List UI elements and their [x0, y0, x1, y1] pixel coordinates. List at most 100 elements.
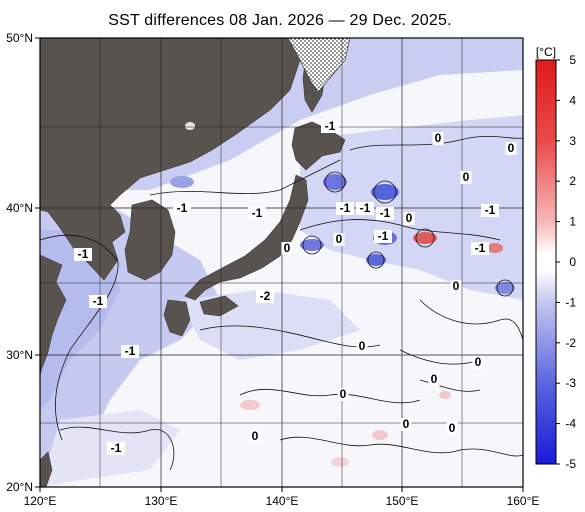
colorbar-tick-label: -5 [565, 457, 576, 471]
contour-label: 0 [435, 131, 442, 145]
contour-label-bg [471, 242, 489, 255]
colorbar-unit: [°C] [536, 45, 556, 59]
contour-label-bg [249, 430, 261, 443]
land-kamchatka-hatch [287, 38, 351, 93]
contour-label: -1 [78, 247, 89, 261]
cool-core [495, 282, 515, 294]
lon-label-140: 140°E [266, 494, 299, 508]
warm-patch [439, 391, 451, 399]
contour-label: 0 [252, 429, 259, 443]
sea-ice-patch [185, 122, 195, 130]
lat-label-40: 40°N [6, 201, 33, 215]
colorbar-tick-label: 5 [569, 53, 576, 67]
contour-label-bg [321, 120, 339, 133]
contour-label-bg [450, 280, 462, 293]
contour-label-bg [107, 442, 125, 455]
contour-label: -1 [360, 201, 371, 215]
colorbar-tick-label: -3 [565, 376, 576, 390]
contour-label-bg [121, 345, 139, 358]
contour-label: 0 [359, 339, 366, 353]
contour-label: -1 [252, 206, 263, 220]
contour-label-bg [432, 132, 444, 145]
land-korea [124, 199, 176, 281]
contour-label-bg [248, 207, 266, 220]
lon-label-130: 130°E [145, 494, 178, 508]
contour-label: -1 [325, 119, 336, 133]
contour-label-bg [460, 171, 472, 184]
contour-label-bg [336, 202, 354, 215]
land-honshu [184, 174, 309, 301]
cool-core [170, 176, 194, 188]
contour-label: 0 [406, 211, 413, 225]
contour-label: 0 [403, 417, 410, 431]
map-title: SST differences 08 Jan. 2026 — 29 Dec. 2… [108, 12, 452, 29]
contour-label: -1 [380, 206, 391, 220]
contour-label-bg [256, 290, 274, 303]
cool-core [323, 174, 347, 190]
contour-label-bg [356, 202, 374, 215]
contour-label-bg [173, 202, 191, 215]
contour-label-bg [337, 388, 349, 401]
contour-label-bg [481, 204, 499, 217]
colorbar-tick-label: 4 [569, 93, 576, 107]
contour-label: 0 [431, 372, 438, 386]
contour-label-bg [446, 422, 458, 435]
contour-label: 0 [453, 279, 460, 293]
lat-label-20: 20°N [6, 480, 33, 494]
lat-label-50: 50°N [6, 31, 33, 45]
contour-label-bg [333, 233, 345, 246]
contour-label-bg [74, 248, 92, 261]
lon-label-120: 120°E [24, 494, 57, 508]
land-taiwan [40, 451, 53, 487]
warm-patch [240, 400, 260, 410]
land-china-coast [40, 254, 67, 376]
contour-lines [40, 135, 523, 471]
colorbar-tick-label: -4 [565, 417, 576, 431]
contour-label-bg [428, 373, 440, 386]
warm-core [413, 232, 437, 244]
contour-label: -1 [125, 344, 136, 358]
land-kyushu [163, 299, 191, 337]
cool-region-east [300, 115, 523, 300]
contour-label-bg [505, 142, 517, 155]
graticule [40, 38, 523, 487]
axis-ticks [35, 37, 524, 492]
contour-label: 0 [449, 421, 456, 435]
colorbar-tick-label: -2 [565, 336, 576, 350]
contour-label-bg [374, 230, 392, 243]
contour-label: -1 [485, 203, 496, 217]
contour-label-bg [281, 242, 293, 255]
contour-label-bg [89, 295, 107, 308]
map-field: -1 -1 -1 -1 -1 -1 -2 -1 -1 -1 -1 -1 -1 -1 0 0 0 0 0 0 0 0 0 0 0 0… [40, 38, 523, 487]
colorbar-tick-label: 1 [569, 215, 576, 229]
warm-core [487, 243, 503, 253]
colorbar: [°C] 5 4 3 2 1 0 -1 -2 -3 -4 -5 [535, 45, 576, 471]
contour-label: 0 [284, 241, 291, 255]
contour-label: -1 [93, 294, 104, 308]
lon-label-160: 160°E [507, 494, 540, 508]
contour-label: -1 [111, 441, 122, 455]
cool-core [371, 184, 399, 200]
contour-label: -2 [260, 289, 271, 303]
contour-label-bg [403, 212, 415, 225]
contour-label-group: -1 -1 -1 -1 -1 -1 -2 -1 -1 -1 -1 -1 -1 -1 0 0 0 0 0 0 0 0 0 0 0 0… [74, 119, 517, 455]
contour-label: -1 [475, 241, 486, 255]
contour-label: -1 [340, 201, 351, 215]
lon-label-150: 150°E [386, 494, 419, 508]
lat-label-30: 30°N [6, 348, 33, 362]
contour-label: 0 [463, 170, 470, 184]
colorbar-tick-label: 2 [569, 174, 576, 188]
contour-label: -1 [177, 201, 188, 215]
cool-core [366, 254, 386, 266]
cool-core [300, 239, 324, 251]
land-asia-mainland [40, 38, 301, 281]
contour-label: 0 [508, 141, 515, 155]
warm-patch [372, 430, 388, 440]
colorbar-tick-label: 0 [569, 255, 576, 269]
colorbar-ramp [535, 59, 557, 465]
colorbar-tick-label: 3 [569, 134, 576, 148]
contour-label: 0 [340, 387, 347, 401]
contour-label-bg [356, 340, 368, 353]
colorbar-tick-label: -1 [565, 295, 576, 309]
